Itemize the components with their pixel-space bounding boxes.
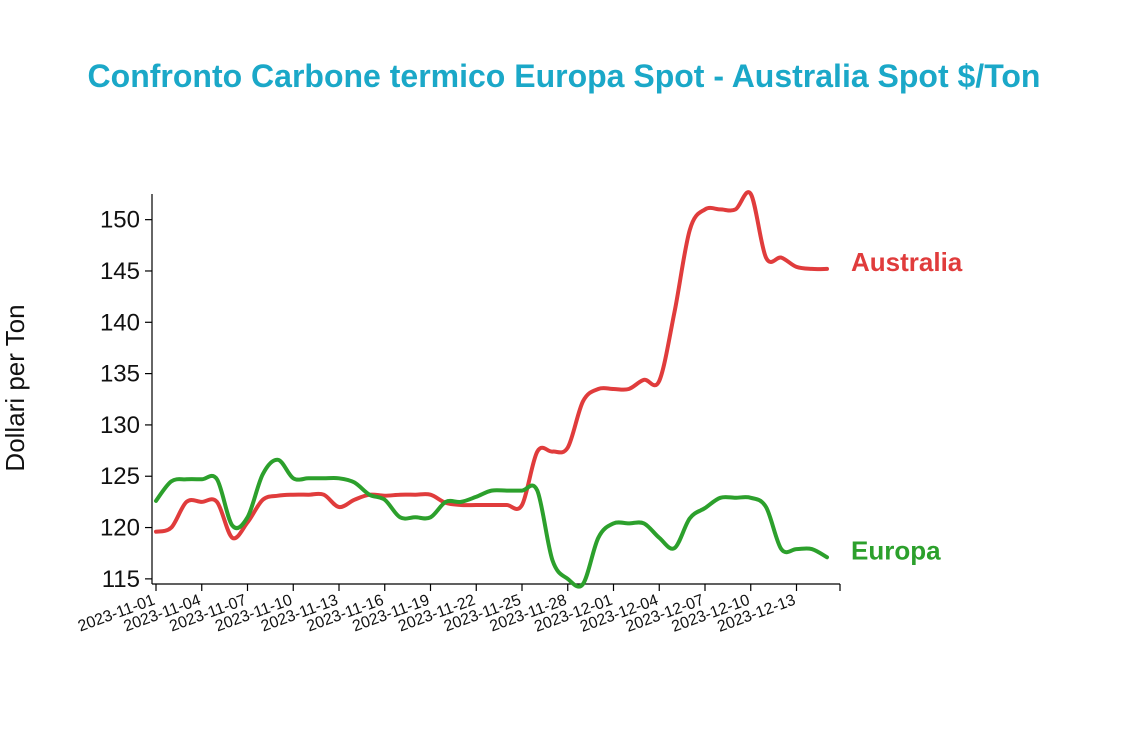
chart-title: Confronto Carbone termico Europa Spot - … [87,58,1041,94]
y-axis: 115 120 125 130 135 140 145 150 [100,194,153,593]
y-tick-label: 120 [100,515,140,542]
series-labels: Australia Europa [851,247,963,565]
y-axis-title: Dollari per Ton [0,304,30,471]
europa-series-label: Europa [851,535,941,565]
australia-series-label: Australia [851,247,963,277]
y-tick-label: 125 [100,463,140,490]
y-tick-label: 130 [100,412,140,439]
y-tick-label: 115 [102,566,140,593]
y-tick-label: 150 [100,207,140,234]
europa-series-line [154,457,829,589]
y-tick-label: 135 [100,361,140,388]
y-tick-label: 145 [100,258,140,285]
y-tick-label: 140 [100,309,140,336]
x-axis: 2023-11-012023-11-042023-11-072023-11-10… [76,583,841,636]
series-lines [154,190,829,589]
australia-series-line [154,190,829,541]
